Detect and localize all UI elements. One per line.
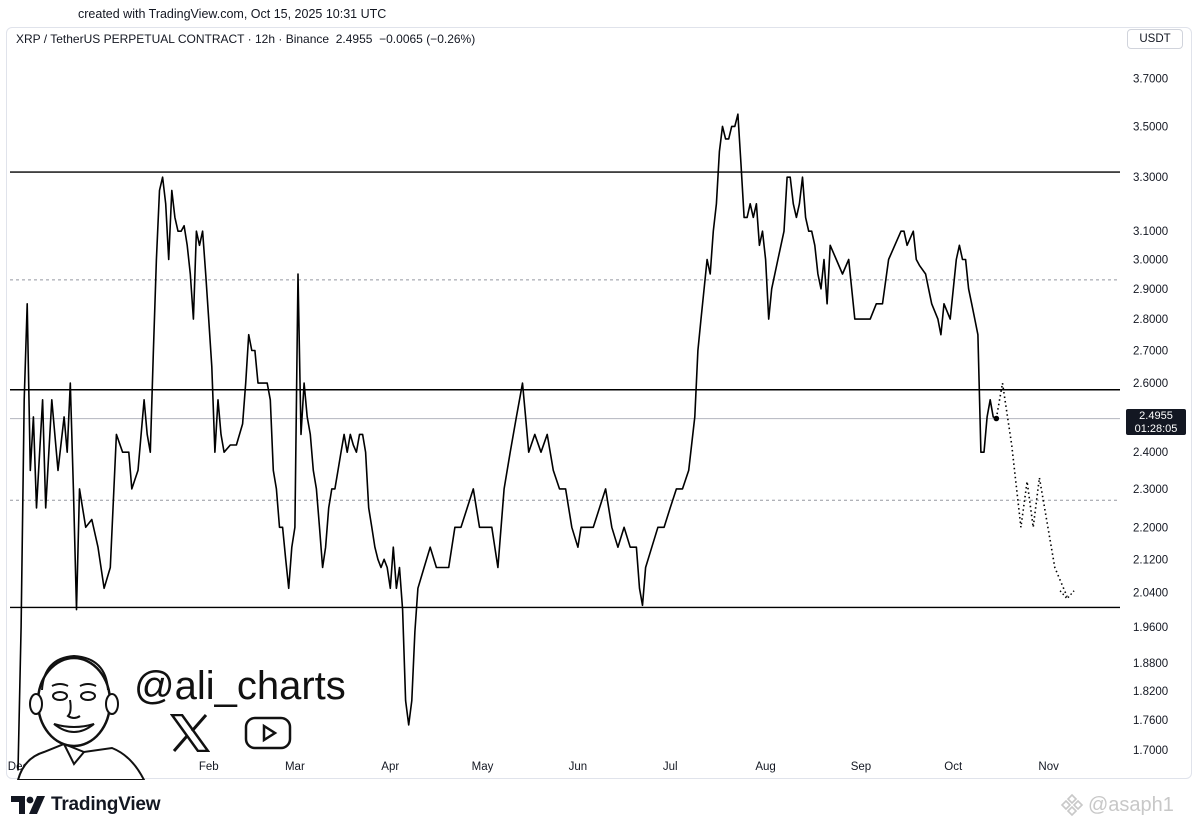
interval-label: 12h	[254, 32, 276, 46]
y-axis-tick-label: 2.8000	[1133, 314, 1168, 326]
chart-pane[interactable]	[6, 27, 1192, 779]
legend-separator: ·	[278, 32, 283, 46]
y-axis-tick-label: 2.0400	[1133, 587, 1168, 599]
projection-arrowhead	[1059, 590, 1075, 600]
y-axis-tick-label: 3.3000	[1133, 172, 1168, 184]
bar-countdown: 01:28:05	[1134, 422, 1178, 435]
last-price: 2.4955	[335, 32, 373, 46]
y-axis-tick-label: 1.8800	[1133, 658, 1168, 670]
tradingview-logo-icon	[11, 796, 45, 814]
youtube-icon[interactable]	[244, 716, 292, 750]
exchange-label: Binance	[285, 32, 330, 46]
x-axis-tick-label: Apr	[381, 761, 399, 773]
y-axis-tick-label: 1.7600	[1133, 715, 1168, 727]
x-axis-tick-label: Mar	[285, 761, 305, 773]
symbol-name: XRP / TetherUS PERPETUAL CONTRACT	[16, 32, 245, 46]
x-axis-tick-label: May	[472, 761, 494, 773]
current-price-label: 2.4955	[1139, 410, 1173, 422]
x-axis-tick-label: Jun	[569, 761, 588, 773]
binance-logo-icon	[1060, 793, 1084, 817]
y-axis-tick-label: 3.5000	[1133, 121, 1168, 133]
legend-separator: ·	[247, 32, 252, 46]
y-axis-tick-label: 2.2000	[1133, 522, 1168, 534]
x-axis-tick-label: Jul	[663, 761, 678, 773]
price-change-percent: (−0.26%)	[426, 32, 476, 46]
author-handle: @ali_charts	[134, 664, 346, 708]
y-axis-tick-label: 2.9000	[1133, 284, 1168, 296]
watermark-handle: @asaph1	[1088, 793, 1174, 816]
y-axis-tick-label: 3.0000	[1133, 255, 1168, 267]
y-axis-tick-label: 3.1000	[1133, 226, 1168, 238]
price-change: −0.0065	[379, 32, 423, 46]
y-axis-tick-label: 2.6000	[1133, 378, 1168, 390]
projection-path	[995, 382, 1068, 598]
created-with-text: created with TradingView.com, Oct 15, 20…	[78, 7, 387, 21]
x-axis-tick-label: Aug	[755, 761, 775, 773]
y-axis-tick-label: 1.8200	[1133, 686, 1168, 698]
x-axis-tick-label: Sep	[851, 761, 871, 773]
y-axis-tick-label: 2.3000	[1133, 484, 1168, 496]
x-axis-tick-label: Nov	[1038, 761, 1059, 773]
y-axis-tick-label: 1.7000	[1133, 745, 1168, 757]
y-axis-tick-label: 1.9600	[1133, 622, 1168, 634]
tradingview-branding[interactable]: TradingView	[11, 794, 161, 816]
watermark: @asaph1	[1060, 793, 1174, 817]
current-price-badge: 2.4955 01:28:05	[1126, 409, 1186, 435]
y-axis-tick-label: 2.4000	[1133, 447, 1168, 459]
x-axis-tick-label: Feb	[199, 761, 219, 773]
y-axis-tick-label: 2.1200	[1133, 554, 1168, 566]
symbol-legend[interactable]: XRP / TetherUS PERPETUAL CONTRACT · 12h …	[16, 32, 475, 46]
price-line	[17, 113, 997, 771]
tradingview-wordmark: TradingView	[51, 794, 161, 815]
avatar-illustration	[16, 654, 146, 780]
y-axis-tick-label: 3.7000	[1133, 73, 1168, 85]
x-logo-icon[interactable]	[170, 714, 210, 752]
currency-button[interactable]: USDT	[1127, 29, 1183, 49]
x-axis-tick-label: Oct	[944, 761, 963, 773]
y-axis-tick-label: 2.7000	[1133, 345, 1168, 357]
social-links	[170, 714, 292, 752]
